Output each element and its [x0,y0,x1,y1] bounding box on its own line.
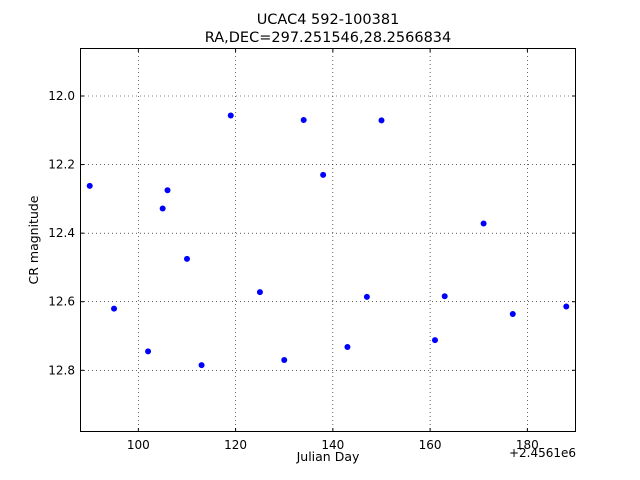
data-points [86,112,570,369]
data-point [159,205,166,212]
data-point [164,187,171,194]
x-tick-label: 120 [224,438,247,452]
data-point [480,220,487,227]
data-point [111,305,118,312]
data-point [509,311,516,318]
y-tick-label: 12.0 [48,89,75,103]
data-point [183,255,190,262]
x-tick-label: 140 [321,438,344,452]
x-tick-label: 160 [419,438,442,452]
chart-subtitle: RA,DEC=297.251546,28.2566834 [205,30,452,46]
x-axis-label: Julian Day [296,449,360,464]
x-axis-offset-label: +2.4561e6 [509,446,576,460]
y-tick-label: 12.6 [48,295,75,309]
data-point [378,117,385,124]
axis-ticks: 100 120 140 160 180 12.0 12.2 12.4 12.6 12.8 [48,48,576,452]
data-point [344,343,351,350]
data-point [256,289,263,296]
y-tick-label: 12.2 [48,158,75,172]
data-point [86,182,93,189]
grid-lines [80,48,576,432]
data-point [145,348,152,355]
data-point [431,337,438,344]
y-axis-label: CR magnitude [26,195,41,284]
data-point [563,303,570,310]
chart-title: UCAC4 592-100381 [257,12,400,28]
y-tick-label: 12.4 [48,226,75,240]
x-tick-label: 100 [127,438,150,452]
y-tick-label: 12.8 [48,363,75,377]
data-point [227,112,234,119]
x-tick-label: 180 [516,438,539,452]
data-point [198,362,205,369]
plot-frame [80,48,576,432]
data-point [281,357,288,363]
data-point [300,117,307,123]
data-point [363,293,370,300]
data-point [441,293,448,300]
data-point [320,171,327,178]
